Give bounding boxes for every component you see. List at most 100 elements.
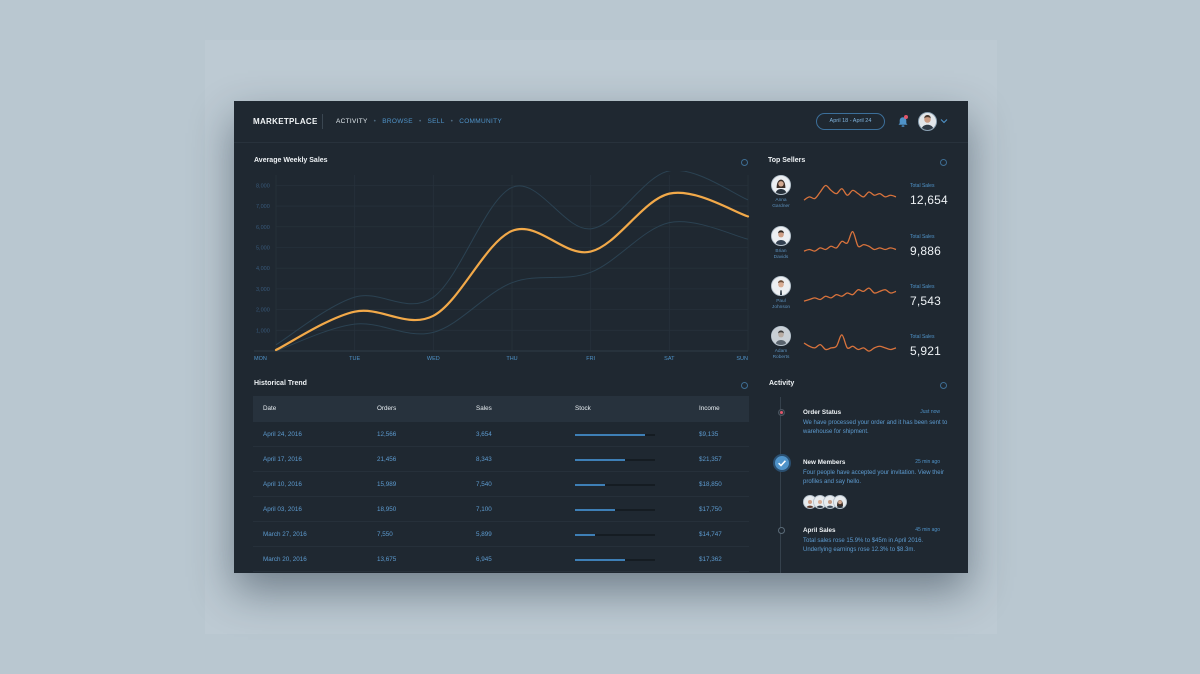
column-header-date[interactable]: Date (263, 405, 277, 412)
table-row[interactable]: April 24, 2016 12,566 3,654 $9,135 (253, 422, 749, 447)
seller-card[interactable]: Adam Roberts Total Sales 5,921 (768, 326, 958, 370)
stock-bar (575, 434, 655, 436)
activity-time: 25 min ago (915, 459, 940, 465)
column-header-sales[interactable]: Sales (476, 405, 492, 412)
activity-text: We have processed your order and it has … (803, 420, 948, 435)
more-icon[interactable] (741, 159, 748, 166)
user-avatar[interactable] (918, 112, 937, 131)
stock-bar (575, 559, 655, 561)
nav-community[interactable]: COMMUNITY (459, 118, 502, 125)
nav-separator: • (418, 118, 422, 125)
timeline-node-icon (778, 527, 785, 534)
seller-name: Brian Davids (762, 249, 800, 261)
total-sales-label: Total Sales (910, 183, 935, 189)
x-tick-label: SAT (664, 356, 675, 362)
y-tick-label: 1,000 (256, 328, 270, 334)
nav-activity[interactable]: ACTIVITY (336, 118, 368, 125)
cell-income: $9,135 (699, 431, 719, 438)
total-sales-value: 5,921 (910, 344, 942, 358)
table-header: Date Orders Sales Stock Income (253, 396, 749, 422)
bell-icon[interactable] (897, 116, 909, 128)
cell-income: $21,357 (699, 456, 722, 463)
cell-date: April 03, 2016 (263, 506, 302, 513)
seller-first-name: Brian (775, 249, 787, 254)
cell-date: April 10, 2016 (263, 481, 302, 488)
x-tick-label: FRI (586, 356, 595, 362)
cell-sales: 3,654 (476, 431, 492, 438)
table-row[interactable]: April 03, 2016 18,950 7,100 $17,750 (253, 497, 749, 522)
sparkline-path (803, 287, 897, 302)
activity-title: Activity (769, 380, 795, 387)
seller-sparkline (803, 287, 897, 302)
total-sales-label: Total Sales (910, 334, 935, 340)
stock-bar-fill (575, 459, 625, 461)
more-icon[interactable] (940, 382, 947, 389)
cell-date: April 17, 2016 (263, 456, 302, 463)
date-range-picker[interactable]: April 18 - April 24 (816, 113, 885, 130)
stock-bar (575, 484, 655, 486)
x-tick-label: THU (506, 356, 517, 362)
seller-name: Anna Gardner (762, 198, 800, 210)
chevron-down-icon[interactable] (940, 118, 948, 124)
x-tick-label: WED (427, 356, 440, 362)
nav-sell[interactable]: SELL (427, 118, 445, 125)
main-nav: ACTIVITY • BROWSE • SELL • COMMUNITY (336, 118, 502, 125)
cell-income: $17,362 (699, 556, 722, 563)
table-row[interactable]: April 10, 2016 15,989 7,540 $18,850 (253, 472, 749, 497)
member-avatar[interactable] (833, 495, 847, 509)
y-tick-label: 3,000 (256, 287, 270, 293)
member-avatars (803, 495, 883, 509)
table-row[interactable]: March 20, 2016 13,675 6,945 $17,362 (253, 547, 749, 572)
cell-income: $14,747 (699, 531, 722, 538)
seller-card[interactable]: Anna Gardner Total Sales 12,654 (768, 175, 958, 219)
stock-bar (575, 509, 655, 511)
cell-orders: 15,989 (377, 481, 397, 488)
timeline-line (780, 397, 781, 573)
seller-last-name: Gardner (772, 204, 790, 209)
y-tick-label: 7,000 (256, 204, 270, 210)
top-bar: MARKETPLACE ACTIVITY • BROWSE • SELL • COMMUNI… (234, 101, 968, 143)
table-row[interactable]: March 27, 2016 7,550 5,899 $14,747 (253, 522, 749, 547)
seller-first-name: Adam (774, 349, 788, 354)
sparkline-path (803, 230, 897, 252)
x-tick-label: TUE (349, 356, 360, 362)
nav-browse[interactable]: BROWSE (382, 118, 413, 125)
more-icon[interactable] (741, 382, 748, 389)
activity-time: Just now (920, 409, 940, 415)
nav-separator: • (450, 118, 454, 125)
activity-text: Total sales rose 15.9% to $45m in April … (803, 538, 924, 553)
stock-bar-fill (575, 509, 615, 511)
stock-bar-fill (575, 559, 625, 561)
column-header-income[interactable]: Income (699, 405, 720, 412)
total-sales-label: Total Sales (910, 234, 935, 240)
cell-income: $18,850 (699, 481, 722, 488)
seller-card[interactable]: Brian Davids Total Sales 9,886 (768, 226, 958, 270)
cell-orders: 12,566 (377, 431, 397, 438)
top-sellers-list: Anna Gardner Total Sales 12,654 Brian Davi… (768, 173, 958, 373)
total-sales-value: 9,886 (910, 244, 942, 258)
seller-card[interactable]: Paul Johnson Total Sales 7,543 (768, 276, 958, 320)
y-tick-label: 2,000 (256, 308, 270, 314)
seller-sparkline (803, 230, 897, 252)
cell-orders: 21,456 (377, 456, 397, 463)
total-sales-value: 7,543 (910, 294, 942, 308)
stock-bar (575, 459, 655, 461)
activity-title-text: New Members (803, 459, 846, 466)
column-header-orders[interactable]: Orders (377, 405, 397, 412)
more-icon[interactable] (940, 159, 947, 166)
y-tick-label: 6,000 (256, 225, 270, 231)
cell-orders: 13,675 (377, 556, 397, 563)
activity-title-text: Order Status (803, 409, 842, 416)
check-icon (773, 454, 791, 472)
table-row[interactable]: April 17, 2016 21,456 8,343 $21,357 (253, 447, 749, 472)
status-dot-icon (778, 409, 785, 416)
column-header-stock[interactable]: Stock (575, 405, 591, 412)
stock-bar-fill (575, 484, 605, 486)
cell-date: March 20, 2016 (263, 556, 307, 563)
sparkline-path (803, 334, 897, 352)
weekly-sales-chart: 1,000 2,000 3,000 4,000 5,000 6,000 7,000 8,000… (254, 171, 750, 362)
seller-avatar (771, 175, 791, 195)
seller-sparkline (803, 184, 897, 201)
brand-logo[interactable]: MARKETPLACE (253, 117, 318, 126)
seller-sparkline (803, 334, 897, 352)
